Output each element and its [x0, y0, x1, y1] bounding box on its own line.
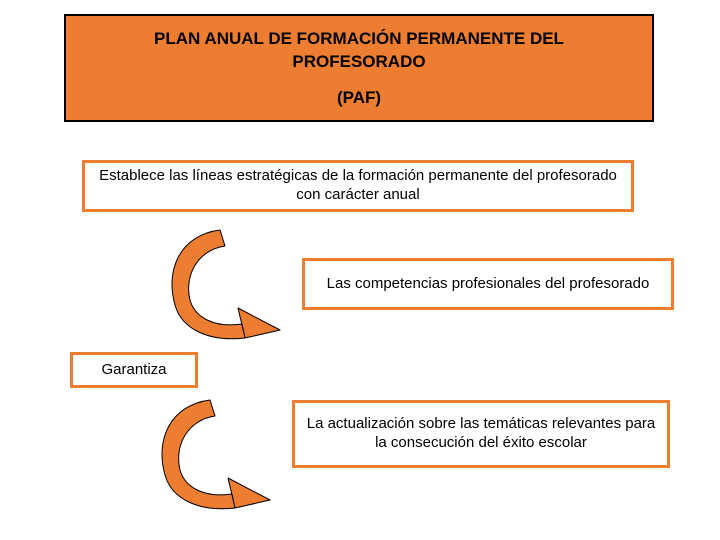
- header-box: PLAN ANUAL DE FORMACIÓN PERMANENTE DEL P…: [64, 14, 654, 122]
- header-subtitle: (PAF): [337, 88, 381, 108]
- header-title-line2: PROFESORADO: [292, 52, 425, 71]
- competencias-text: Las competencias profesionales del profe…: [327, 275, 650, 294]
- establece-box: Establece las líneas estratégicas de la …: [82, 160, 634, 212]
- actualizacion-box: La actualización sobre las temáticas rel…: [292, 400, 670, 468]
- curved-arrow-icon: [160, 220, 300, 350]
- curved-arrow-icon: [150, 390, 290, 520]
- header-title-line1: PLAN ANUAL DE FORMACIÓN PERMANENTE DEL: [154, 29, 564, 48]
- actualizacion-text: La actualización sobre las temáticas rel…: [305, 415, 657, 453]
- garantiza-box: Garantiza: [70, 352, 198, 388]
- header-title: PLAN ANUAL DE FORMACIÓN PERMANENTE DEL P…: [154, 28, 564, 74]
- garantiza-text: Garantiza: [101, 361, 166, 380]
- competencias-box: Las competencias profesionales del profe…: [302, 258, 674, 310]
- establece-text: Establece las líneas estratégicas de la …: [95, 167, 621, 205]
